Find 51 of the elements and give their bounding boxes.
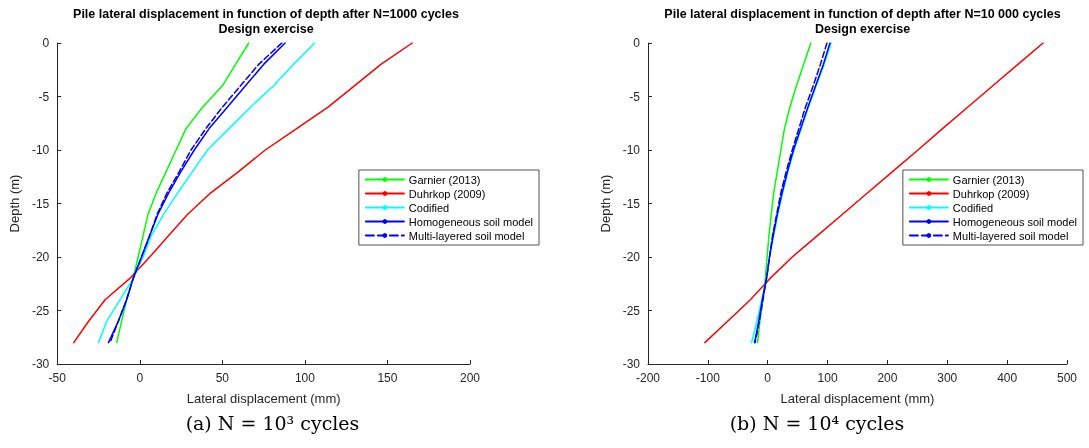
y-tick-label: -20 xyxy=(31,250,50,264)
x-axis-title: Lateral displacement (mm) xyxy=(186,391,341,406)
x-tick-label: 100 xyxy=(294,371,316,385)
x-tick-label: 500 xyxy=(1056,371,1078,385)
legend-label: Garnier (2013) xyxy=(952,173,1025,186)
legend-label: Homogeneous soil model xyxy=(408,215,534,228)
chart-title: Pile lateral displacement in function of depth after N=10 000 cycles xyxy=(664,6,1061,21)
chart-subtitle: Design exercise xyxy=(814,21,911,36)
chart-title: Pile lateral displacement in function of depth after N=1000 cycles xyxy=(73,6,459,21)
y-tick-label: 0 xyxy=(633,36,641,50)
x-tick-label: 0 xyxy=(764,371,772,385)
y-tick-label: -10 xyxy=(31,143,50,157)
legend-label: Duhrkop (2009) xyxy=(408,187,486,200)
x-tick-label: -50 xyxy=(48,371,67,385)
legend-label: Garnier (2013) xyxy=(408,173,481,186)
y-tick-label: -20 xyxy=(622,250,641,264)
legend-label: Codified xyxy=(408,201,450,214)
x-tick-label: 50 xyxy=(215,371,230,385)
line-series xyxy=(756,42,812,344)
x-axis-title: Lateral displacement (mm) xyxy=(780,391,935,406)
y-axis-title: Depth (m) xyxy=(597,174,613,233)
y-axis-title: Depth (m) xyxy=(7,174,22,233)
y-tick-label: -15 xyxy=(31,196,50,211)
legend-label: Homogeneous soil model xyxy=(952,215,1078,228)
x-tick-label: -100 xyxy=(695,371,721,385)
chart-subtitle: Design exercise xyxy=(218,21,314,36)
x-tick-label: 400 xyxy=(997,371,1018,385)
x-tick-label: 200 xyxy=(877,371,898,385)
text: (a) N = 10³ cycles xyxy=(184,412,361,434)
x-tick-label: 0 xyxy=(136,371,144,385)
y-tick-label: -5 xyxy=(38,89,50,104)
line-series xyxy=(97,42,316,344)
x-tick-label: -200 xyxy=(635,371,661,385)
line-series xyxy=(115,42,250,344)
legend-label: Codified xyxy=(952,201,994,214)
y-tick-label: -10 xyxy=(622,143,641,157)
y-tick-label: -5 xyxy=(629,89,641,104)
y-tick-label: -25 xyxy=(622,303,641,318)
y-tick-label: 0 xyxy=(42,36,50,50)
x-tick-label: 300 xyxy=(937,371,958,385)
y-tick-label: -25 xyxy=(31,303,50,318)
y-tick-label: -15 xyxy=(622,196,641,211)
x-tick-label: 100 xyxy=(817,371,838,385)
x-tick-label: 150 xyxy=(377,371,398,385)
legend-label: Multi-layered soil model xyxy=(952,229,1069,242)
legend-label: Multi-layered soil model xyxy=(408,229,525,242)
y-tick-label: -30 xyxy=(622,357,641,371)
x-tick-label: 200 xyxy=(459,371,481,385)
legend-label: Duhrkop (2009) xyxy=(952,187,1030,200)
y-tick-label: -30 xyxy=(31,357,50,371)
text: (b) N = 10⁴ cycles xyxy=(728,412,906,434)
